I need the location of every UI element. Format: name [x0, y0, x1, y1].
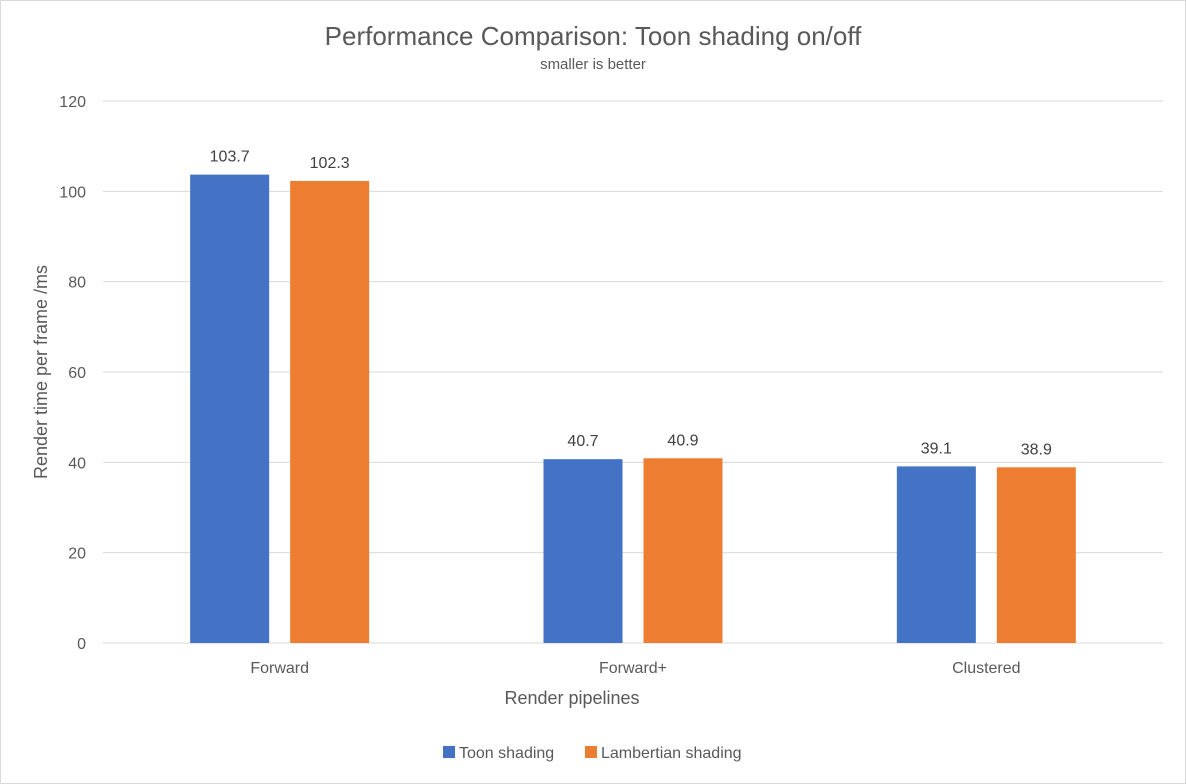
chart-subtitle: smaller is better — [540, 56, 646, 73]
data-label: 38.9 — [1021, 441, 1052, 458]
legend-label-lambertian: Lambertian shading — [601, 745, 742, 762]
y-axis-title: Render time per frame /ms — [31, 265, 51, 479]
chart-title: Performance Comparison: Toon shading on/… — [325, 21, 862, 51]
y-tick-label: 120 — [59, 94, 86, 111]
bar-lambertian-forward — [290, 180, 370, 643]
y-tick-label: 40 — [68, 455, 86, 472]
data-label: 40.7 — [567, 433, 598, 450]
legend-swatch-lambertian — [585, 746, 597, 758]
data-label: 102.3 — [310, 155, 350, 172]
legend-swatch-toon — [443, 746, 455, 758]
bar-toon-forward-plus — [543, 459, 623, 643]
x-tick-label: Forward — [250, 660, 309, 677]
bar-lambertian-forward-plus — [643, 458, 723, 643]
data-label: 39.1 — [921, 440, 952, 457]
y-tick-label: 20 — [68, 546, 86, 563]
legend: Toon shading Lambertian shading — [443, 745, 742, 762]
gridlines — [103, 100, 1163, 644]
bar-lambertian-clustered — [996, 467, 1076, 643]
data-labels: 103.7 102.3 40.7 40.9 39.1 38.9 — [210, 149, 1052, 459]
y-tick-label: 100 — [59, 184, 86, 201]
data-label: 103.7 — [210, 149, 250, 166]
y-tick-label: 80 — [68, 275, 86, 292]
y-axis-ticks: 0 20 40 60 80 100 120 — [59, 94, 86, 653]
bar-toon-forward — [190, 174, 270, 643]
bars — [190, 174, 1076, 643]
x-tick-label: Forward+ — [599, 660, 667, 677]
x-axis-ticks: Forward Forward+ Clustered — [250, 660, 1020, 677]
data-label: 40.9 — [667, 432, 698, 449]
y-tick-label: 0 — [77, 636, 86, 653]
x-tick-label: Clustered — [952, 660, 1020, 677]
y-tick-label: 60 — [68, 365, 86, 382]
legend-label-toon: Toon shading — [459, 745, 554, 762]
x-axis-title: Render pipelines — [504, 688, 639, 708]
bar-toon-clustered — [896, 466, 976, 643]
